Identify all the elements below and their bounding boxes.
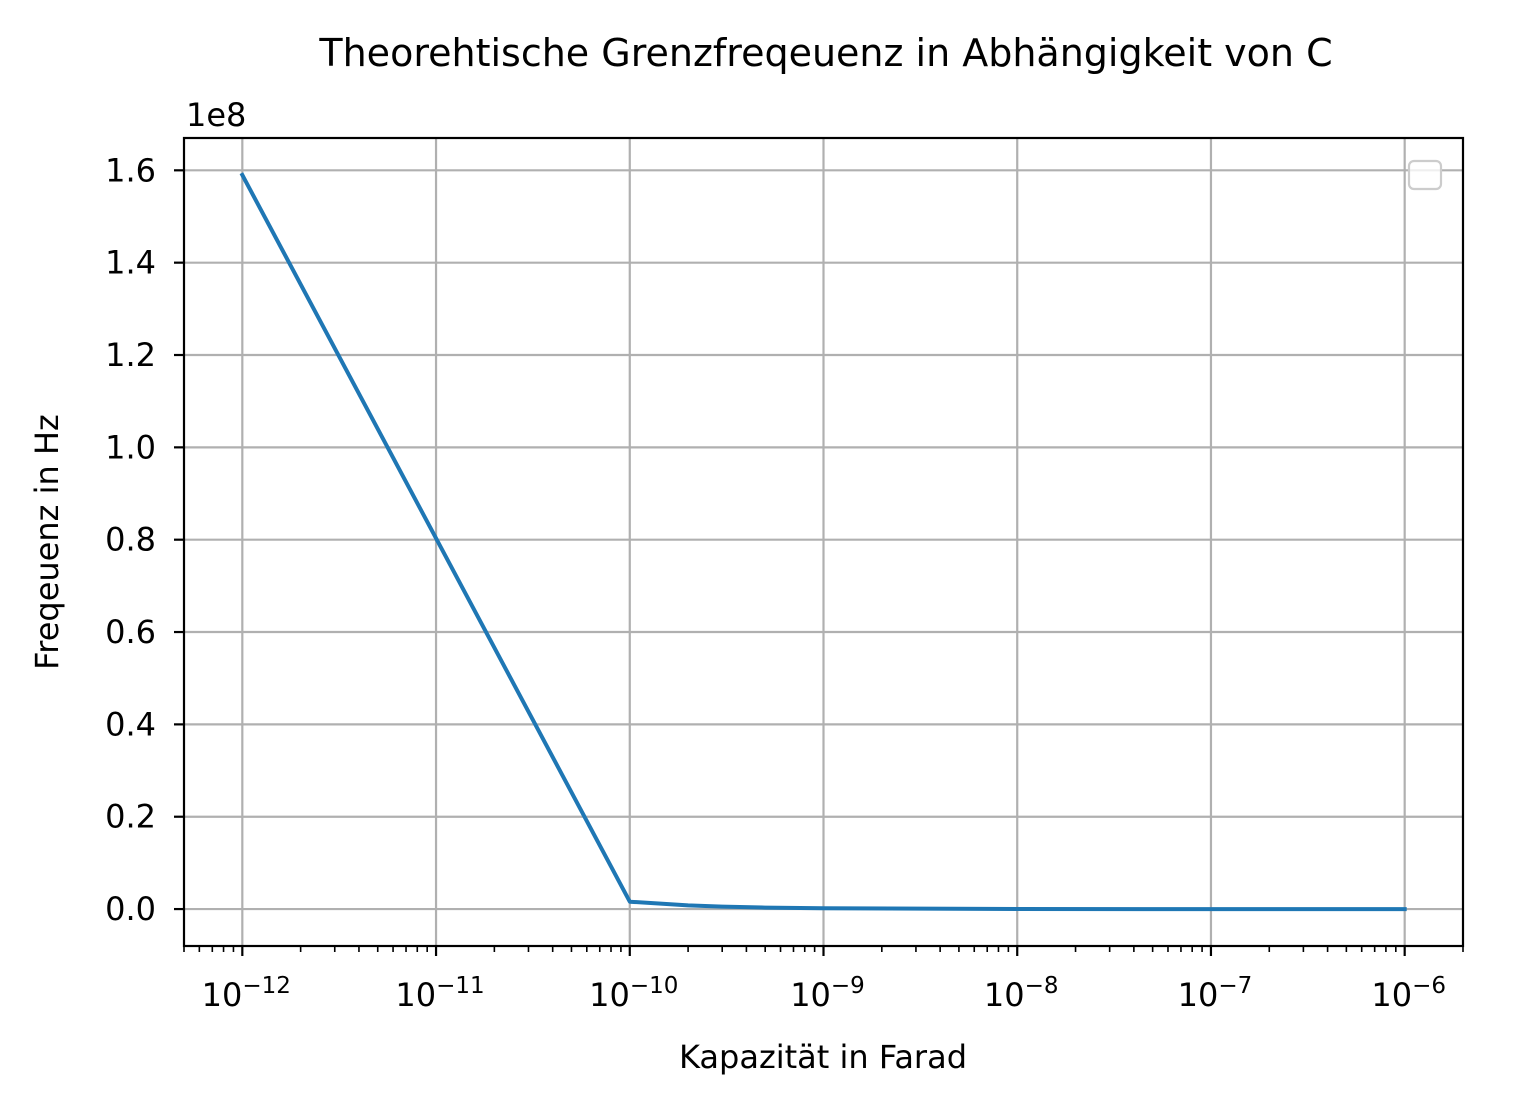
series-line bbox=[239, 172, 1407, 912]
y-tick-label: 1.2 bbox=[105, 336, 156, 374]
chart-title: Theorehtische Grenzfreqeuenz in Abhängig… bbox=[318, 31, 1332, 75]
y-axis-label: Freqeuenz in Hz bbox=[28, 414, 66, 670]
x-tick-label: 10−11 bbox=[395, 973, 484, 1014]
y-tick-label: 0.8 bbox=[105, 521, 156, 559]
y-tick-label: 0.4 bbox=[105, 705, 156, 743]
tick-labels: 10−12 10−11 10−10 10−9 10−8 10−7 10−6 0.0 0.2 0.4… bbox=[105, 151, 1446, 1014]
y-tick-label: 0.0 bbox=[105, 890, 156, 928]
x-tick-label: 10−10 bbox=[589, 973, 678, 1014]
legend-box bbox=[1407, 159, 1443, 191]
x-tick-label: 10−6 bbox=[1371, 973, 1446, 1014]
x-axis-label: Kapazität in Farad bbox=[679, 1038, 967, 1076]
y-tick-label: 1.4 bbox=[105, 244, 156, 282]
y-offset-label: 1e8 bbox=[186, 96, 246, 134]
y-tick-label: 1.6 bbox=[105, 151, 156, 189]
data-series bbox=[239, 172, 1407, 912]
y-tick-label: 0.6 bbox=[105, 613, 156, 651]
axis-ticks bbox=[174, 169, 1464, 956]
y-tick-label: 0.2 bbox=[105, 798, 156, 836]
y-tick-label: 1.0 bbox=[105, 428, 156, 466]
x-tick-label: 10−7 bbox=[1178, 973, 1253, 1014]
grid-lines bbox=[184, 138, 1463, 946]
x-tick-label: 10−8 bbox=[984, 973, 1059, 1014]
x-tick-label: 10−9 bbox=[790, 973, 865, 1014]
x-tick-label: 10−12 bbox=[202, 973, 291, 1014]
